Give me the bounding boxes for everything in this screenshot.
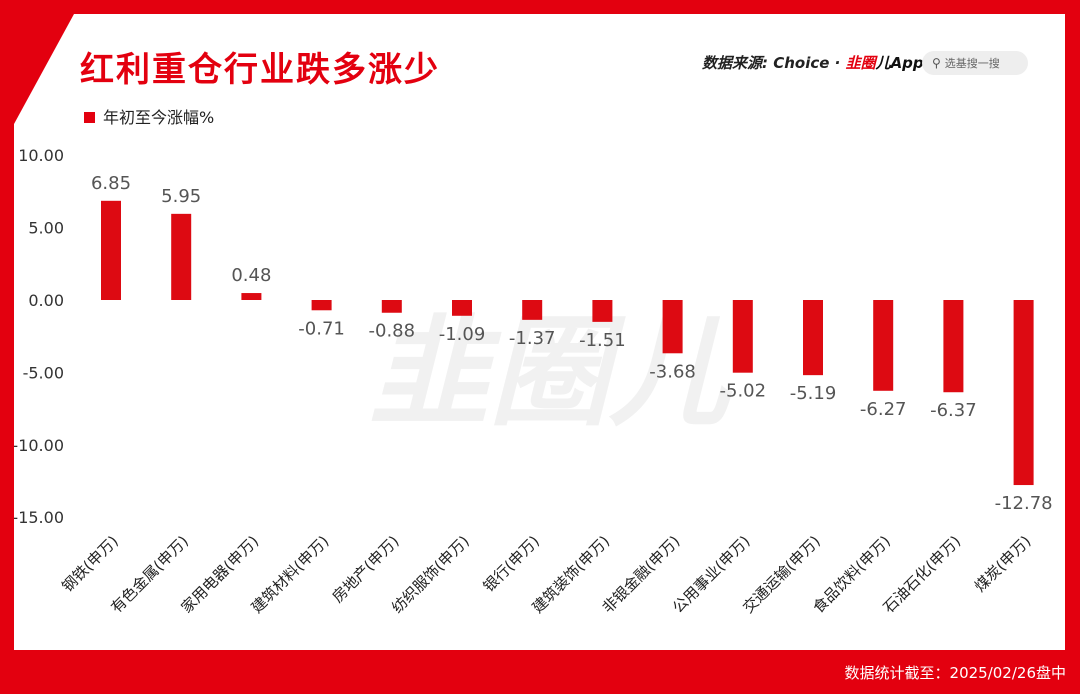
x-tick-label: 银行(申万) [480, 532, 543, 595]
bar [381, 300, 402, 313]
x-tick-label: 房地产(申万) [329, 532, 403, 606]
search-placeholder: 选基搜一搜 [944, 57, 1000, 70]
bar [311, 300, 332, 311]
y-tick-label: -15.00 [14, 508, 64, 527]
corner-accent [14, 14, 74, 124]
brand-part-a: 韭圈 [845, 54, 876, 72]
footer-note: 数据统计截至：2025/02/26盘中 [844, 664, 1066, 682]
bar [171, 213, 192, 300]
data-label: -6.27 [860, 399, 907, 420]
data-label: -1.09 [439, 324, 486, 345]
data-label: -0.71 [298, 318, 345, 339]
chart-legend: 年初至今涨幅% [84, 104, 214, 128]
bar [662, 300, 683, 354]
bar [732, 300, 753, 373]
bar [452, 300, 472, 316]
data-label: 5.95 [161, 186, 201, 207]
y-tick-label: -5.00 [23, 363, 64, 382]
brand-logo: 韭圈儿App [846, 54, 924, 72]
bar [101, 200, 121, 300]
bar [1013, 300, 1034, 486]
bar [803, 300, 823, 376]
y-tick-label: 0.00 [28, 291, 64, 310]
data-label: -1.37 [509, 328, 556, 349]
data-label: -0.88 [369, 321, 416, 342]
bar-chart: 韭圈儿 10.005.000.00-5.00-10.00-15.00 6.855… [14, 146, 1053, 617]
brand-part-b: 儿App [875, 54, 924, 72]
data-label: 6.85 [91, 173, 131, 194]
y-tick-label: -10.00 [14, 436, 64, 455]
page-title: 红利重仓行业跌多涨少 [80, 50, 440, 90]
bar [241, 293, 262, 300]
bar [873, 300, 894, 391]
data-label: -5.02 [720, 381, 767, 402]
bar [943, 300, 964, 393]
y-tick-label: 5.00 [28, 219, 64, 238]
y-tick-label: 10.00 [18, 146, 64, 165]
source-prefix: 数据来源: Choice · [702, 54, 846, 72]
legend-label: 年初至今涨幅% [103, 108, 215, 127]
data-label: -6.37 [930, 400, 977, 421]
search-icon: ⚲ [932, 56, 941, 70]
data-source: 数据来源: Choice · 韭圈儿App [702, 52, 924, 73]
x-tick-label: 煤炭(申万) [971, 532, 1034, 595]
data-label: -1.51 [579, 330, 626, 351]
data-label: -3.68 [649, 361, 696, 382]
bar [592, 300, 613, 322]
bar [522, 300, 543, 320]
search-box[interactable]: ⚲ 选基搜一搜 [922, 51, 1028, 75]
x-tick-label: 钢铁(申万) [58, 532, 121, 595]
data-label: -5.19 [790, 383, 837, 404]
chart-card: 红利重仓行业跌多涨少 数据来源: Choice · 韭圈儿App ⚲ 选基搜一搜 … [14, 14, 1065, 650]
data-label: 0.48 [231, 265, 271, 286]
data-label: -12.78 [995, 493, 1053, 514]
legend-swatch [84, 112, 95, 123]
